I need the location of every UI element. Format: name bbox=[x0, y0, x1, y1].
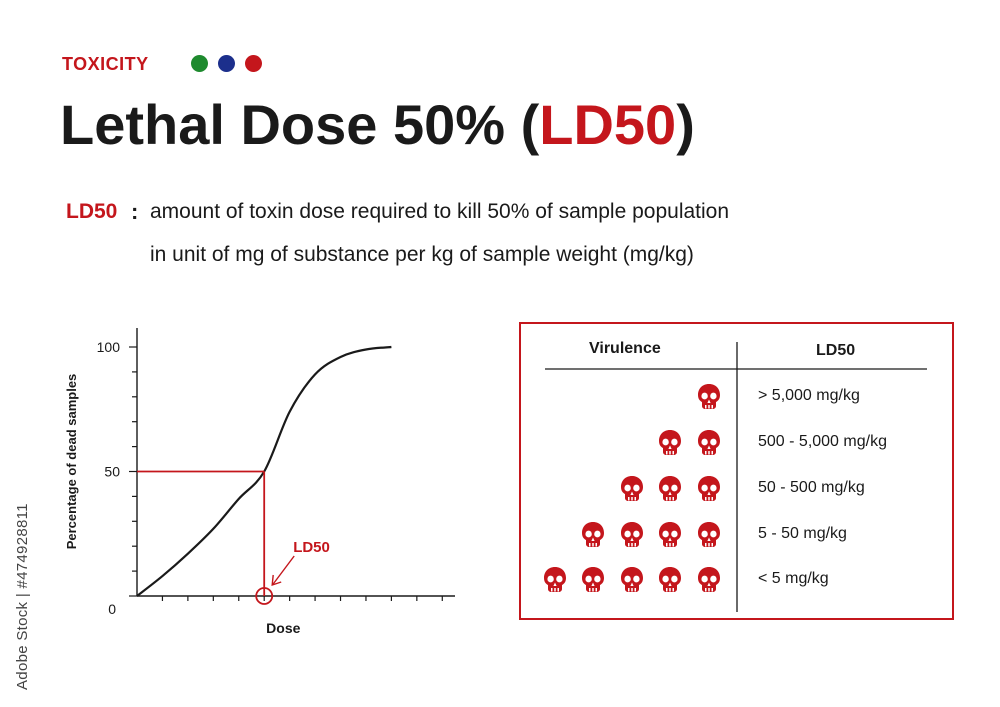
y-axis-label: Percentage of dead samples bbox=[64, 374, 79, 550]
definition-line-2: in unit of mg of substance per kg of sam… bbox=[150, 243, 694, 266]
ld50-arrow-head bbox=[271, 574, 282, 587]
skull-icon bbox=[698, 522, 720, 547]
skull-icon bbox=[659, 567, 681, 592]
y-tick-label: 0 bbox=[108, 601, 116, 617]
title-end: ) bbox=[676, 93, 695, 156]
header-virulence: Virulence bbox=[589, 340, 661, 357]
skull-icon bbox=[698, 476, 720, 501]
ld50-range-label: 50 - 500 mg/kg bbox=[758, 479, 865, 496]
ld50-range-label: > 5,000 mg/kg bbox=[758, 387, 860, 404]
skull-icon bbox=[621, 567, 643, 592]
header-ld50: LD50 bbox=[816, 342, 856, 359]
dose-response-chart: 100 50 0 Dose Percentage of dead samples LD50 bbox=[64, 328, 455, 636]
green-dot-icon bbox=[191, 55, 208, 72]
skull-icon bbox=[659, 522, 681, 547]
section-label: TOXICITY bbox=[62, 54, 149, 74]
skull-icon bbox=[544, 567, 566, 592]
table-lines bbox=[545, 342, 927, 612]
definition-colon: : bbox=[131, 199, 139, 224]
skull-icon bbox=[698, 567, 720, 592]
ld50-annotation: LD50 bbox=[293, 539, 330, 556]
page-title: Lethal Dose 50% (LD50) bbox=[60, 92, 695, 157]
skull-icon bbox=[621, 476, 643, 501]
definition-line-1: amount of toxin dose required to kill 50… bbox=[150, 200, 730, 223]
red-dot-icon bbox=[245, 55, 262, 72]
ld50-range-label: 500 - 5,000 mg/kg bbox=[758, 433, 887, 450]
ld50-range-label: 5 - 50 mg/kg bbox=[758, 525, 847, 542]
ld50-arrow-line bbox=[272, 555, 295, 585]
skull-icon bbox=[621, 522, 643, 547]
blue-dot-icon bbox=[218, 55, 235, 72]
x-axis-label: Dose bbox=[266, 620, 300, 636]
ld50-range-label: < 5 mg/kg bbox=[758, 570, 829, 587]
skull-icon bbox=[698, 430, 720, 455]
virulence-table bbox=[519, 322, 954, 620]
y-tick-label: 50 bbox=[104, 464, 120, 480]
skull-icon bbox=[659, 476, 681, 501]
y-tick-label: 100 bbox=[97, 339, 121, 355]
skull-icon bbox=[698, 384, 720, 409]
ld50-marker-circle bbox=[255, 587, 274, 605]
watermark: Adobe Stock | #474928811 bbox=[14, 503, 31, 690]
title-main: Lethal Dose 50% ( bbox=[60, 93, 540, 156]
skull-icon bbox=[659, 430, 681, 455]
dose-response-curve bbox=[136, 345, 392, 597]
title-highlight: LD50 bbox=[539, 93, 677, 156]
definition-term: LD50 bbox=[66, 200, 118, 223]
skull-icon bbox=[582, 567, 604, 592]
skull-icon bbox=[582, 522, 604, 547]
